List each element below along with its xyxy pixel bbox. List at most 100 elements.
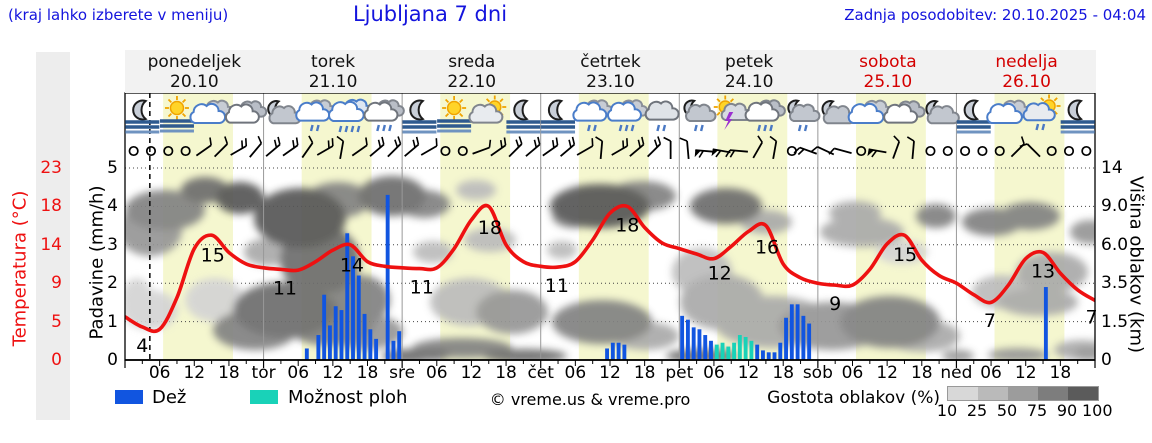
svg-text:13: 13 <box>1031 260 1055 282</box>
hour-label-6-18: 18 <box>1049 363 1072 383</box>
cloudheight-tick-14: 14 <box>1101 158 1123 178</box>
svg-text:16: 16 <box>755 236 779 258</box>
svg-text:12: 12 <box>708 263 732 285</box>
weather-icon-cloud-rain <box>363 99 405 132</box>
day-name: sreda <box>448 52 496 72</box>
dayabbr-sob: sob <box>802 363 833 383</box>
weather-icon-cloud-drizzle <box>644 100 680 132</box>
svg-text:15: 15 <box>201 244 225 266</box>
cloudheight-tick-0: 0 <box>1101 350 1112 370</box>
weather-icon-cloud-rain <box>744 99 786 132</box>
day-name: petek <box>725 52 774 72</box>
weather-icon-moon-fog <box>541 99 576 134</box>
credit-link[interactable]: © vreme.us & vreme.pro <box>489 390 691 409</box>
svg-text:7: 7 <box>984 310 996 332</box>
shower-bars <box>714 335 754 360</box>
hour-label-1-06: 06 <box>287 363 310 383</box>
hour-label-3-18: 18 <box>633 363 656 383</box>
hour-label-5-12: 12 <box>876 363 898 383</box>
weather-icon-sun-thunder <box>713 95 753 130</box>
cloudheight-tick-9.0: 9.0 <box>1101 196 1129 217</box>
day-header-torek: torek 21.10 <box>264 50 403 93</box>
day-header-ponedeljek: ponedeljek 20.10 <box>125 50 264 93</box>
svg-text:11: 11 <box>273 278 297 300</box>
day-name: torek <box>311 52 356 72</box>
svg-text:15: 15 <box>893 244 917 266</box>
temperature-axis-label: Temperatura (°C) <box>9 190 31 347</box>
precip-tick-4: 4 <box>107 196 118 217</box>
gradient-segment <box>948 387 978 400</box>
svg-text:9: 9 <box>829 293 841 315</box>
day-name: sobota <box>859 52 917 72</box>
weather-icon-cloudy <box>847 99 893 124</box>
menu-hint-text: (kraj lahko izberete v meniju) <box>8 6 229 24</box>
day-date: 26.10 <box>1002 72 1051 92</box>
gradient-segment <box>1008 387 1038 400</box>
day-header-row: ponedeljek 20.10 torek 21.10 sreda 22.10 četrt… <box>125 50 1096 93</box>
cloudheight-tick-6.0: 6.0 <box>1101 234 1129 255</box>
weather-icon-rain <box>607 99 649 132</box>
temp-tick-18: 18 <box>40 196 62 217</box>
temperature-curve <box>125 203 1095 334</box>
temperature-value-labels: 4 15 11 14 11 18 11 18 12 16 9 15 7 13 7 <box>136 214 1097 357</box>
day-date: 22.10 <box>447 72 497 92</box>
weather-icon-moon-fog <box>125 99 160 134</box>
left-axis-strip <box>36 52 70 420</box>
day-date: 25.10 <box>863 72 913 92</box>
hour-label-4-12: 12 <box>737 363 760 383</box>
day-name: nedelja <box>995 52 1058 72</box>
rain-legend-label: Dež <box>152 387 187 408</box>
precip-tick-2: 2 <box>107 273 118 294</box>
hour-label-0-12: 12 <box>183 363 206 383</box>
gradient-segment <box>978 387 1008 400</box>
temp-tick-9: 9 <box>51 273 62 294</box>
weather-icon-moon-fog <box>956 99 991 134</box>
precip-tick-1: 1 <box>107 311 118 332</box>
weather-icon-sun-fog <box>159 96 194 133</box>
weather-icon-cloudy-gray <box>883 100 926 124</box>
precip-tick-3: 3 <box>107 234 118 255</box>
weather-icon-moon-fog <box>402 99 437 134</box>
hour-label-4-18: 18 <box>772 363 795 383</box>
hour-label-4-06: 06 <box>703 363 725 383</box>
day-name: ponedeljek <box>147 52 242 72</box>
hour-label-5-06: 06 <box>841 363 864 383</box>
precip-tick-0: 0 <box>107 350 118 370</box>
weather-icon-moon-cloud-rain <box>787 99 821 132</box>
cloud-density-tick-90: 90 <box>1056 401 1078 420</box>
rain-bars <box>304 194 1048 360</box>
hour-label-2-12: 12 <box>460 363 483 383</box>
svg-text:11: 11 <box>545 275 569 297</box>
weather-icon-moon-fog <box>506 99 541 134</box>
hour-label-2-06: 06 <box>425 363 448 383</box>
weather-icons-row <box>125 94 1095 134</box>
weather-icon-cloudy-gray <box>224 100 268 124</box>
hour-label-1-18: 18 <box>356 363 379 383</box>
svg-text:4: 4 <box>136 335 148 357</box>
hour-label-0-18: 18 <box>218 363 240 383</box>
dayabbr-čet: čet <box>527 363 554 383</box>
cloud-density-legend-label: Gostota oblakov (%) <box>767 388 940 408</box>
rain-legend-swatch <box>115 390 143 404</box>
wind-barbs-row <box>128 135 1092 160</box>
showers-legend-label: Možnost ploh <box>288 387 408 408</box>
svg-text:11: 11 <box>410 277 434 299</box>
hour-label-3-12: 12 <box>599 363 621 383</box>
weather-icon-moon-cloud <box>925 100 960 125</box>
x-axis-ticks <box>124 360 1096 368</box>
svg-text:18: 18 <box>478 217 502 239</box>
hour-label-1-12: 12 <box>322 363 344 383</box>
svg-text:18: 18 <box>615 214 639 236</box>
weather-icon-rain-light <box>572 99 614 132</box>
cloud-density-tick-50: 50 <box>996 401 1018 420</box>
gradient-segment <box>1068 387 1098 400</box>
cloudheight-tick-3.5: 3.5 <box>1101 273 1129 294</box>
dayabbr-tor: tor <box>251 363 276 383</box>
last-update-text: Zadnja posodobitev: 20.10.2025 - 04:04 <box>844 6 1146 24</box>
dayabbr-ned: ned <box>940 363 973 383</box>
temp-tick-23: 23 <box>40 158 62 178</box>
cloud-density-tick-100: 100 <box>1082 401 1113 420</box>
day-header-sobota: sobota 25.10 <box>819 50 958 93</box>
weather-icon-sun-cloud <box>468 95 507 124</box>
